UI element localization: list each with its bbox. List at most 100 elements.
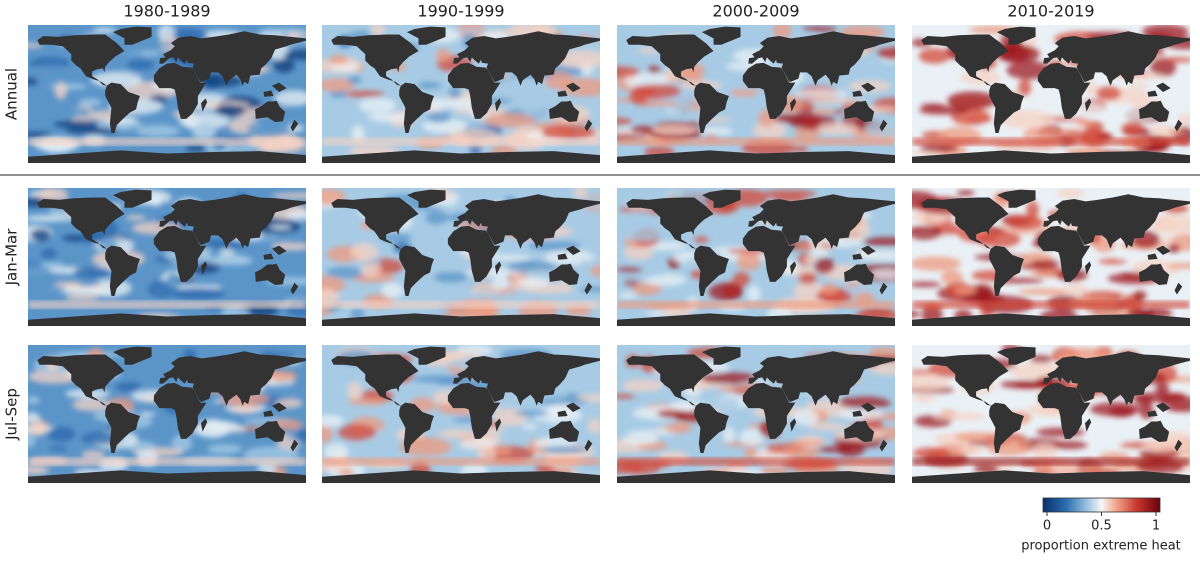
anomaly-patch <box>773 25 792 39</box>
anomaly-patch <box>269 370 298 382</box>
anomaly-patch <box>417 81 442 89</box>
anomaly-patch <box>752 120 787 140</box>
column-title: 1980-1989 <box>123 2 210 21</box>
anomaly-patch <box>344 90 385 98</box>
anomaly-patch <box>483 112 537 128</box>
anomaly-patch <box>1076 117 1093 128</box>
anomaly-patch <box>1153 215 1190 234</box>
anomaly-patch <box>1150 58 1177 77</box>
map-panel <box>28 188 306 326</box>
anomaly-patch <box>545 71 573 90</box>
anomaly-patch <box>871 215 895 228</box>
anomaly-patch <box>514 410 550 417</box>
anomaly-patch <box>28 131 54 138</box>
anomaly-patch <box>170 287 226 300</box>
anomaly-patch <box>1166 244 1181 253</box>
anomaly-patch <box>411 374 467 383</box>
anomaly-patch <box>787 439 826 446</box>
anomaly-patch <box>196 419 230 438</box>
anomaly-patch <box>339 468 354 477</box>
anomaly-patch <box>1030 355 1052 364</box>
southern-band <box>322 137 600 146</box>
anomaly-patch <box>1056 188 1084 199</box>
anomaly-patch <box>54 81 68 100</box>
anomaly-patch <box>1098 258 1128 265</box>
anomaly-patch <box>739 428 765 446</box>
map-panel <box>322 345 600 483</box>
anomaly-patch <box>1017 288 1071 296</box>
southern-band <box>912 300 1190 309</box>
anomaly-patch <box>370 25 385 38</box>
column-title: 2000-2009 <box>712 2 799 21</box>
southern-band <box>912 137 1190 146</box>
anomaly-patch <box>647 66 661 74</box>
anomaly-patch <box>1155 381 1170 396</box>
anomaly-patch <box>1018 263 1060 270</box>
anomaly-patch <box>60 287 109 295</box>
anomaly-patch <box>808 97 864 104</box>
map-panel <box>617 188 895 326</box>
anomaly-patch <box>448 86 462 100</box>
anomaly-patch <box>284 49 306 61</box>
anomaly-patch <box>348 397 388 406</box>
anomaly-patch <box>32 419 46 437</box>
map-panel <box>322 25 600 163</box>
anomaly-patch <box>912 225 943 241</box>
anomaly-patch <box>631 83 681 99</box>
anomaly-patch <box>730 98 743 109</box>
anomaly-patch <box>700 372 756 385</box>
anomaly-patch <box>214 104 246 117</box>
anomaly-patch <box>53 120 99 129</box>
anomaly-patch <box>28 43 44 49</box>
anomaly-patch <box>947 91 998 110</box>
anomaly-patch <box>435 48 451 63</box>
anomaly-patch <box>422 118 468 134</box>
anomaly-patch <box>588 405 600 414</box>
anomaly-patch <box>322 77 356 92</box>
anomaly-patch <box>323 443 349 460</box>
anomaly-patch <box>665 422 693 434</box>
anomaly-patch <box>185 144 207 152</box>
anomaly-patch <box>28 214 75 222</box>
anomaly-patch <box>462 291 512 301</box>
anomaly-patch <box>452 28 490 34</box>
anomaly-patch <box>912 256 962 271</box>
anomaly-patch <box>862 237 895 247</box>
anomaly-patch <box>722 427 736 443</box>
anomaly-patch <box>1026 200 1039 220</box>
anomaly-patch <box>761 189 817 198</box>
map-panel <box>617 25 895 163</box>
southern-band <box>28 137 306 146</box>
anomaly-patch <box>912 393 936 403</box>
anomaly-patch <box>912 73 951 83</box>
anomaly-patch <box>698 126 734 136</box>
anomaly-patch <box>976 230 1021 248</box>
anomaly-patch <box>381 282 404 299</box>
anomaly-patch <box>912 281 942 288</box>
anomaly-patch <box>809 246 829 258</box>
anomaly-patch <box>367 113 413 123</box>
column-title: 2010-2019 <box>1007 2 1094 21</box>
anomaly-patch <box>1121 122 1144 135</box>
anomaly-patch <box>794 126 821 141</box>
anomaly-patch <box>1161 437 1190 451</box>
anomaly-patch <box>521 423 537 430</box>
anomaly-patch <box>880 412 895 421</box>
anomaly-patch <box>509 273 525 290</box>
anomaly-patch <box>793 145 808 153</box>
anomaly-patch <box>912 447 952 459</box>
anomaly-patch <box>225 144 260 152</box>
anomaly-patch <box>912 310 920 318</box>
anomaly-patch <box>207 444 243 454</box>
anomaly-patch <box>971 284 994 301</box>
anomaly-patch <box>998 110 1054 129</box>
anomaly-patch <box>617 66 640 78</box>
anomaly-patch <box>647 266 668 277</box>
anomaly-patch <box>30 228 51 242</box>
anomaly-patch <box>81 450 106 460</box>
anomaly-patch <box>708 282 743 301</box>
anomaly-patch <box>802 26 838 32</box>
anomaly-patch <box>269 224 292 230</box>
anomaly-patch <box>126 59 155 71</box>
